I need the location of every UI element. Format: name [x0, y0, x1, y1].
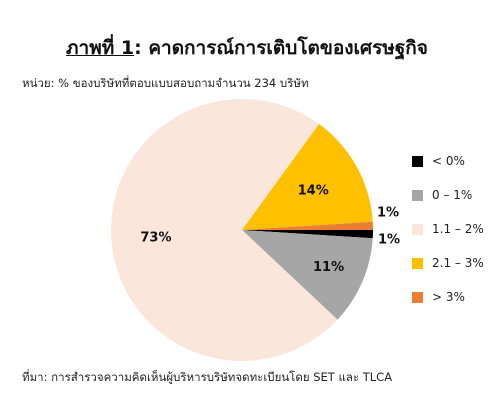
legend-swatch: [412, 291, 423, 303]
chart-subtitle: หน่วย: % ของบริษัทที่ตอบแบบสอบถามจำนวน 2…: [22, 76, 309, 90]
legend-label: > 3%: [432, 290, 465, 304]
pie-slice-label-4: 14%: [298, 183, 329, 198]
pie-slice-4: [242, 124, 373, 230]
legend-item: > 3%: [412, 288, 484, 306]
pie-slice-1: [242, 230, 373, 239]
legend-item: 0 – 1%: [412, 186, 484, 204]
pie-slices: [111, 99, 373, 362]
legend-label: < 0%: [432, 154, 465, 168]
legend-item: 2.1 – 3%: [412, 254, 484, 272]
pie-slice-5: [242, 221, 373, 230]
legend-swatch: [412, 257, 423, 269]
legend-label: 2.1 – 3%: [432, 256, 484, 270]
chart-source: ที่มา: การสำรวจความคิดเห็นผู้บริหารบริษั…: [22, 370, 393, 384]
chart-title-label: ภาพที่ 1: [66, 37, 135, 59]
pie-slice-label-5: 1%: [377, 206, 399, 221]
pie-slice-label-3: 73%: [140, 231, 171, 246]
legend-swatch: [412, 189, 423, 201]
legend-swatch: [412, 155, 423, 167]
legend-swatch: [412, 223, 423, 235]
pie-slice-2: [242, 230, 373, 320]
chart-title: ภาพที่ 1: คาดการณ์การเติบโตของเศรษฐกิจ: [0, 33, 494, 63]
pie-slice-label-1: 1%: [378, 233, 400, 248]
pie-slice-labels: 1% 11% 73% 14% 1%: [140, 183, 400, 275]
pie-slice-label-2: 11%: [313, 260, 344, 275]
legend-label: 0 – 1%: [432, 188, 473, 202]
legend-item: < 0%: [412, 152, 484, 170]
pie-slice-3: [111, 99, 338, 362]
legend-item: 1.1 – 2%: [412, 220, 484, 238]
legend-label: 1.1 – 2%: [432, 222, 484, 236]
chart-title-text: : คาดการณ์การเติบโตของเศรษฐกิจ: [134, 37, 428, 59]
chart-legend: < 0% 0 – 1% 1.1 – 2% 2.1 – 3% > 3%: [412, 152, 484, 322]
